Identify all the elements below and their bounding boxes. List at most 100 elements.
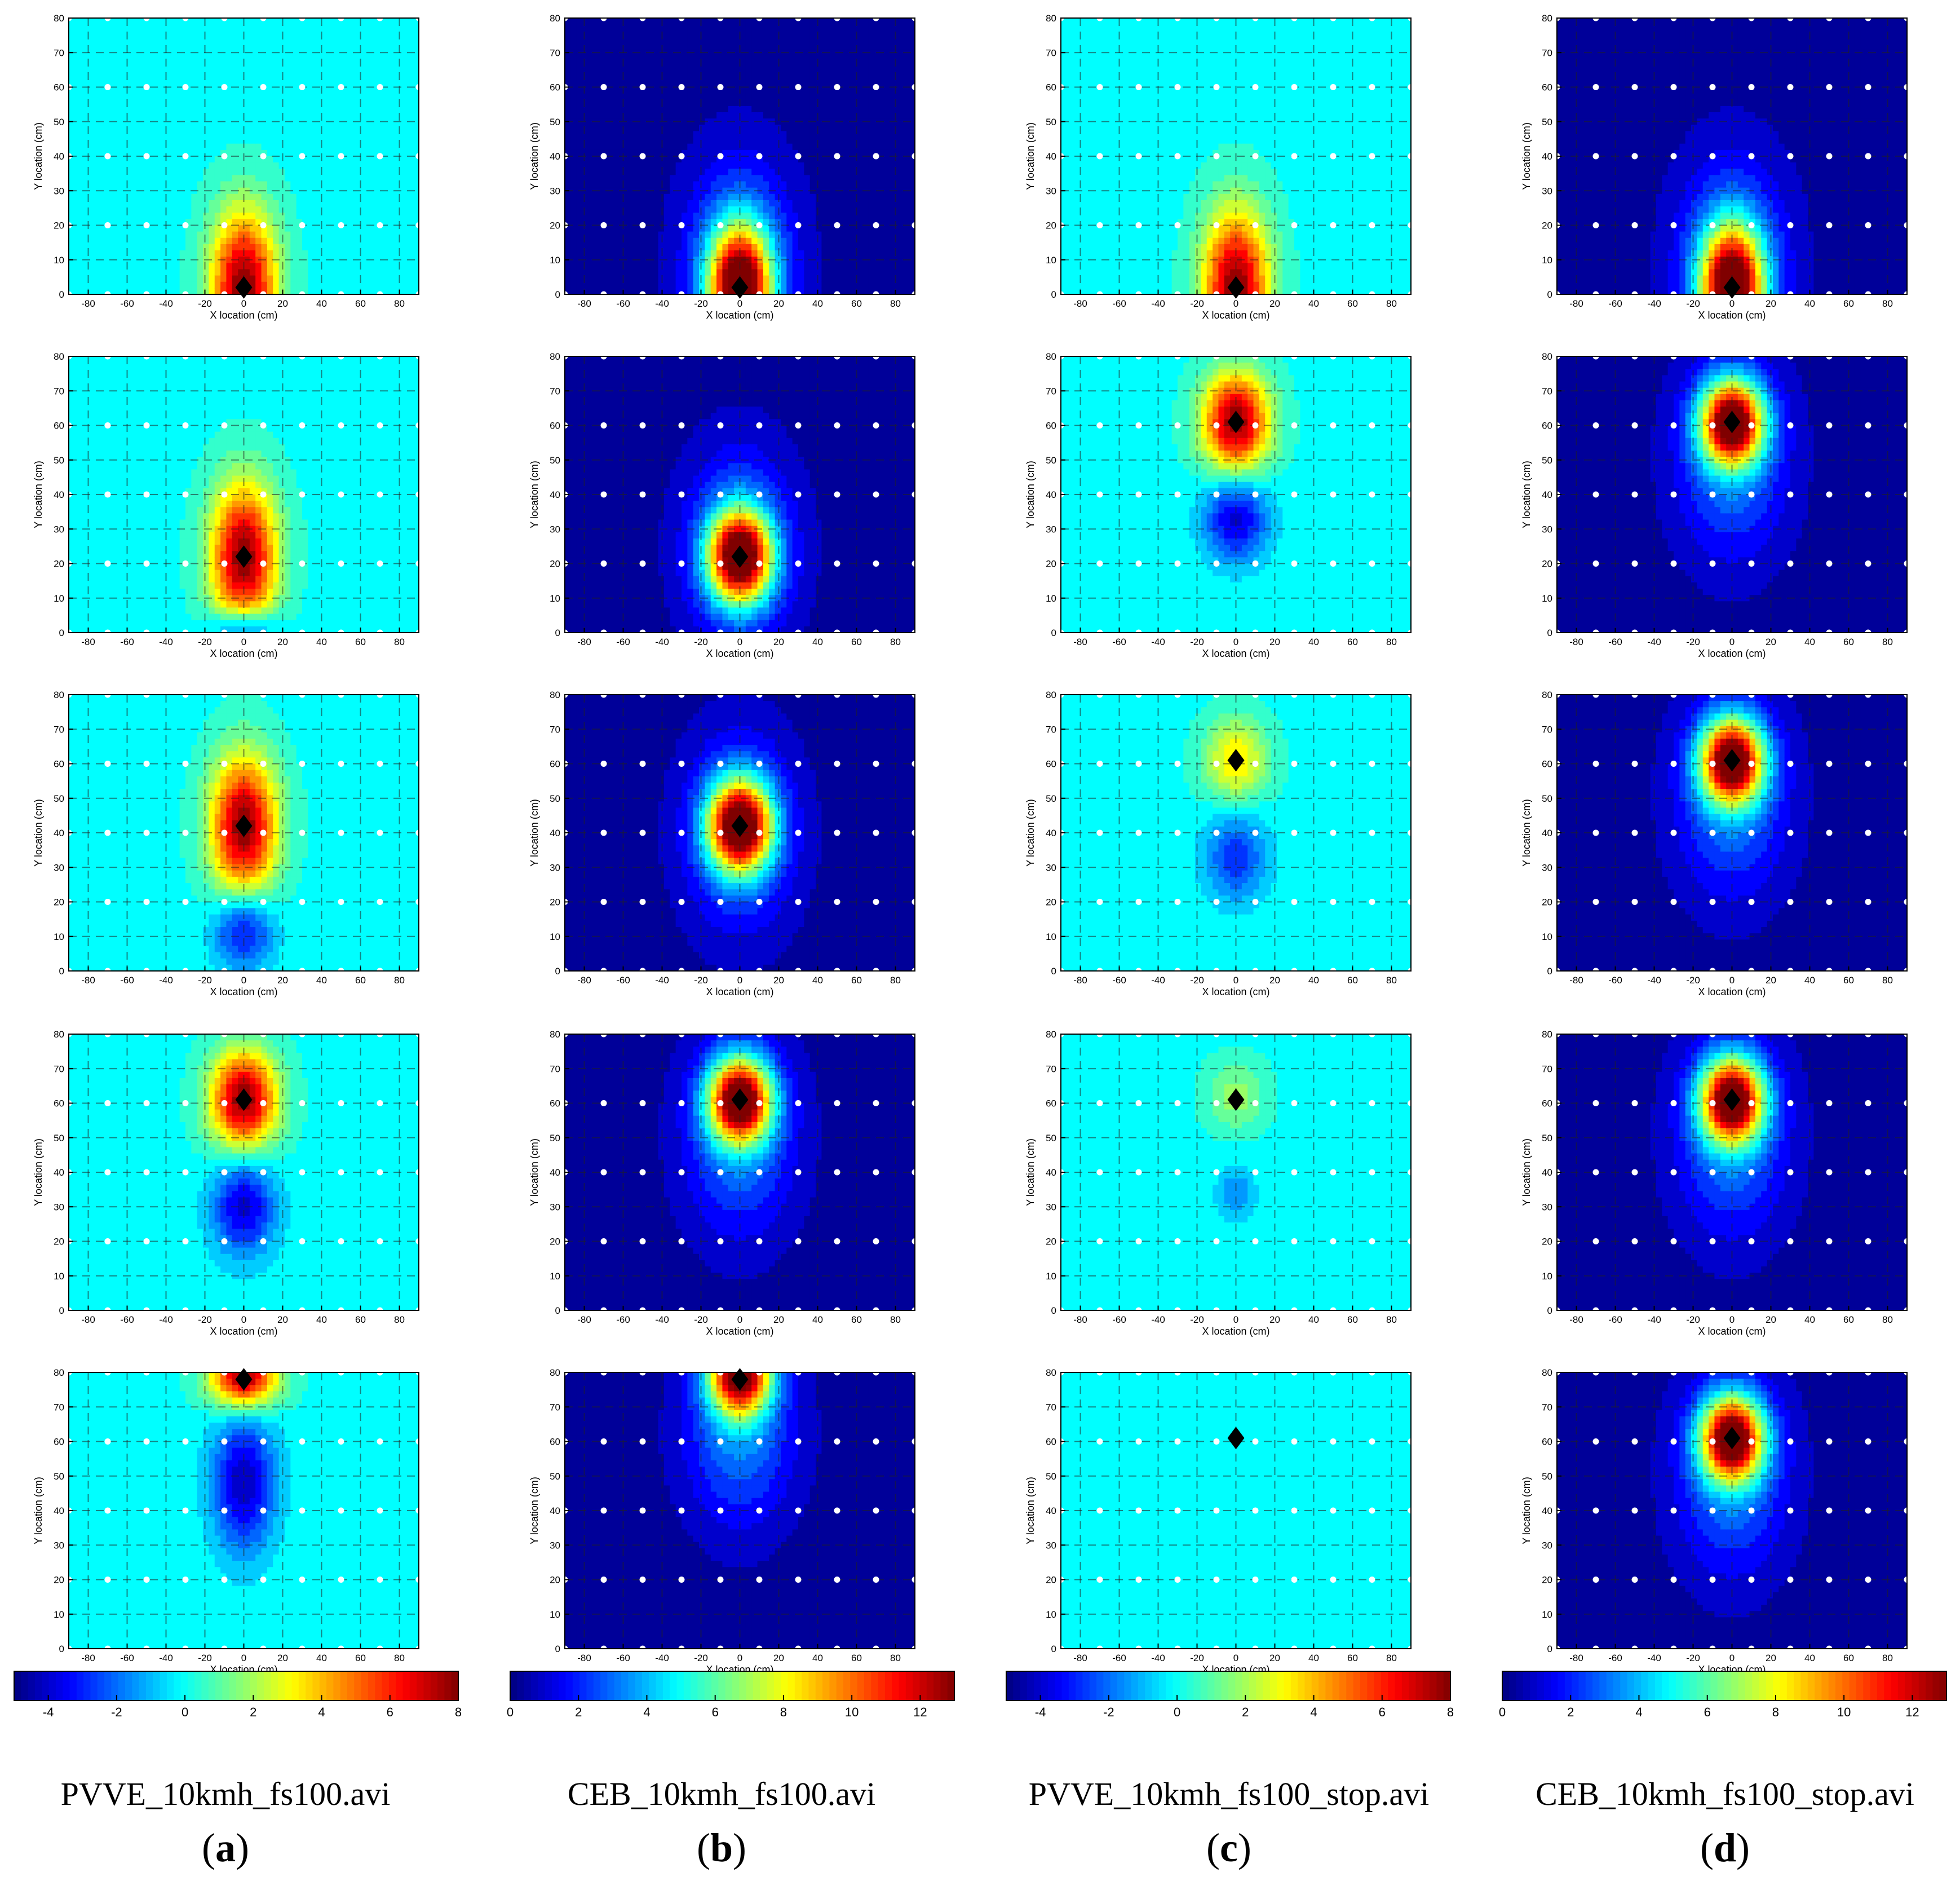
colorbar-segment	[1041, 1671, 1048, 1701]
colorbar-segment	[1537, 1671, 1545, 1701]
colorbar-segment	[1502, 1671, 1510, 1701]
x-tick-label: -80	[577, 298, 591, 309]
y-tick-label: 20	[54, 220, 64, 231]
colorbar-tick-label: 0	[182, 1705, 188, 1719]
x-tick-label: -40	[655, 1314, 669, 1325]
sensor-point	[1749, 830, 1755, 836]
sensor-point	[1369, 1577, 1375, 1583]
y-tick-label: 30	[1542, 524, 1552, 535]
sensor-point	[105, 1169, 111, 1176]
colorbar-segment	[545, 1671, 552, 1701]
sensor-point	[1593, 899, 1599, 905]
y-tick-label: 10	[1542, 931, 1552, 942]
sensor-point	[1097, 492, 1103, 498]
colorbar-segment	[153, 1671, 160, 1701]
sensor-point	[1593, 1438, 1599, 1445]
sensor-point	[260, 84, 267, 90]
sensor-point	[338, 1238, 344, 1244]
x-tick-label: -20	[1190, 1314, 1204, 1325]
colorbar-segment	[1800, 1671, 1808, 1701]
y-axis-label: Y location (cm)	[529, 122, 540, 190]
y-tick-label: 70	[54, 386, 64, 396]
sensor-point	[1253, 761, 1259, 767]
colorbar-segment	[423, 1671, 431, 1701]
x-tick-label: 20	[773, 975, 784, 986]
y-tick-label: 40	[1046, 151, 1056, 162]
colorbar-segment	[885, 1671, 892, 1701]
y-axis-label: Y location (cm)	[33, 461, 44, 528]
sensor-point	[756, 1577, 763, 1583]
sensor-point	[1330, 899, 1337, 905]
sensor-point	[756, 422, 763, 429]
y-tick-label: 30	[1046, 1540, 1056, 1551]
y-tick-label: 10	[550, 1271, 560, 1282]
y-tick-label: 0	[1051, 1644, 1056, 1654]
sensor-point	[299, 492, 306, 498]
y-tick-label: 70	[550, 1063, 560, 1074]
sensor-point	[1369, 1169, 1375, 1176]
colorbar-segment	[829, 1671, 837, 1701]
x-tick-label: 0	[737, 975, 742, 986]
colorbar-segment	[201, 1671, 209, 1701]
y-tick-label: 50	[1046, 455, 1056, 466]
y-tick-label: 80	[1046, 690, 1056, 700]
sensor-point	[299, 1438, 306, 1445]
colorbar-segment	[160, 1671, 167, 1701]
sensor-point	[183, 153, 189, 160]
sensor-point	[718, 222, 724, 228]
caption-filename-c: PVVE_10kmh_fs100_stop.avi	[998, 1775, 1460, 1813]
sensor-point	[183, 1438, 189, 1445]
sensor-point	[1369, 1508, 1375, 1514]
sensor-point	[1788, 1238, 1794, 1244]
colorbar-segment	[1634, 1671, 1642, 1701]
sensor-point	[1136, 1238, 1142, 1244]
sensor-point	[338, 492, 344, 498]
colorbar-segment	[1662, 1671, 1669, 1701]
sensor-point	[1175, 761, 1181, 767]
sensor-point	[1175, 1169, 1181, 1176]
colorbar-segment	[215, 1671, 223, 1701]
sensor-point	[1788, 830, 1794, 836]
sensor-point	[1632, 153, 1638, 160]
sensor-point	[1865, 1438, 1871, 1445]
x-axis-label: X location (cm)	[706, 1326, 773, 1337]
sensor-point	[1369, 761, 1375, 767]
sensor-point	[873, 1238, 879, 1244]
x-tick-label: 60	[851, 298, 862, 309]
sensor-point	[601, 560, 607, 567]
y-tick-label: 0	[1051, 289, 1056, 300]
sensor-point	[1865, 1238, 1871, 1244]
sensor-point	[679, 422, 685, 429]
sensor-point	[144, 1100, 150, 1106]
colorbar-segment	[1627, 1671, 1635, 1701]
colorbar-tick-label: 0	[507, 1705, 514, 1719]
y-tick-label: 50	[1542, 117, 1552, 127]
sensor-point	[1749, 222, 1755, 228]
colorbar-segment	[1353, 1671, 1361, 1701]
y-tick-label: 40	[1542, 828, 1552, 838]
sensor-point	[1175, 222, 1181, 228]
sensor-point	[144, 1577, 150, 1583]
sensor-point	[756, 1169, 763, 1176]
x-tick-label: 80	[1882, 1314, 1893, 1325]
sensor-point	[1369, 422, 1375, 429]
sensor-point	[1369, 1438, 1375, 1445]
sensor-point	[1136, 1577, 1142, 1583]
x-tick-label: 80	[1386, 1314, 1397, 1325]
sensor-point	[299, 153, 306, 160]
colorbar-segment	[1689, 1671, 1697, 1701]
colorbar-segment	[333, 1671, 340, 1701]
x-tick-label: -80	[1569, 1653, 1583, 1663]
sensor-point	[1291, 1577, 1298, 1583]
x-tick-label: 0	[241, 1314, 246, 1325]
colorbar-segment	[306, 1671, 313, 1701]
colorbar-segment	[1738, 1671, 1746, 1701]
sensor-point	[1136, 761, 1142, 767]
panel-label-a: (a)	[0, 1825, 451, 1871]
x-tick-label: -20	[1686, 298, 1700, 309]
sensor-point	[338, 1438, 344, 1445]
sensor-point	[1097, 830, 1103, 836]
colorbar-segment	[1166, 1671, 1173, 1701]
colorbar-segment	[1815, 1671, 1822, 1701]
y-tick-label: 60	[1542, 82, 1552, 93]
